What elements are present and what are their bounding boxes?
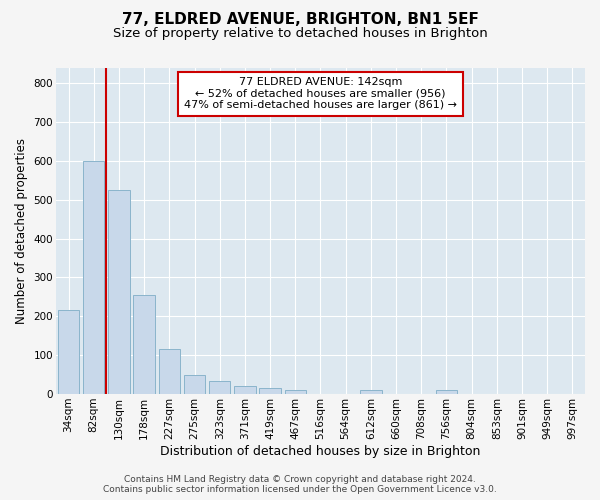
Bar [83,161,104,394]
Bar [209,381,230,394]
Y-axis label: Number of detached properties: Number of detached properties [15,138,28,324]
Text: Size of property relative to detached houses in Brighton: Size of property relative to detached ho… [113,28,487,40]
Bar [133,295,155,394]
Text: Contains HM Land Registry data © Crown copyright and database right 2024.
Contai: Contains HM Land Registry data © Crown c… [103,474,497,494]
Bar [108,190,130,394]
Bar [234,386,256,394]
Bar [184,374,205,394]
Text: 77, ELDRED AVENUE, BRIGHTON, BN1 5EF: 77, ELDRED AVENUE, BRIGHTON, BN1 5EF [122,12,478,28]
Bar [259,388,281,394]
X-axis label: Distribution of detached houses by size in Brighton: Distribution of detached houses by size … [160,444,481,458]
Bar [158,350,180,394]
Bar [436,390,457,394]
Bar [284,390,306,394]
Text: 77 ELDRED AVENUE: 142sqm
← 52% of detached houses are smaller (956)
47% of semi-: 77 ELDRED AVENUE: 142sqm ← 52% of detach… [184,78,457,110]
Bar [58,310,79,394]
Bar [360,390,382,394]
